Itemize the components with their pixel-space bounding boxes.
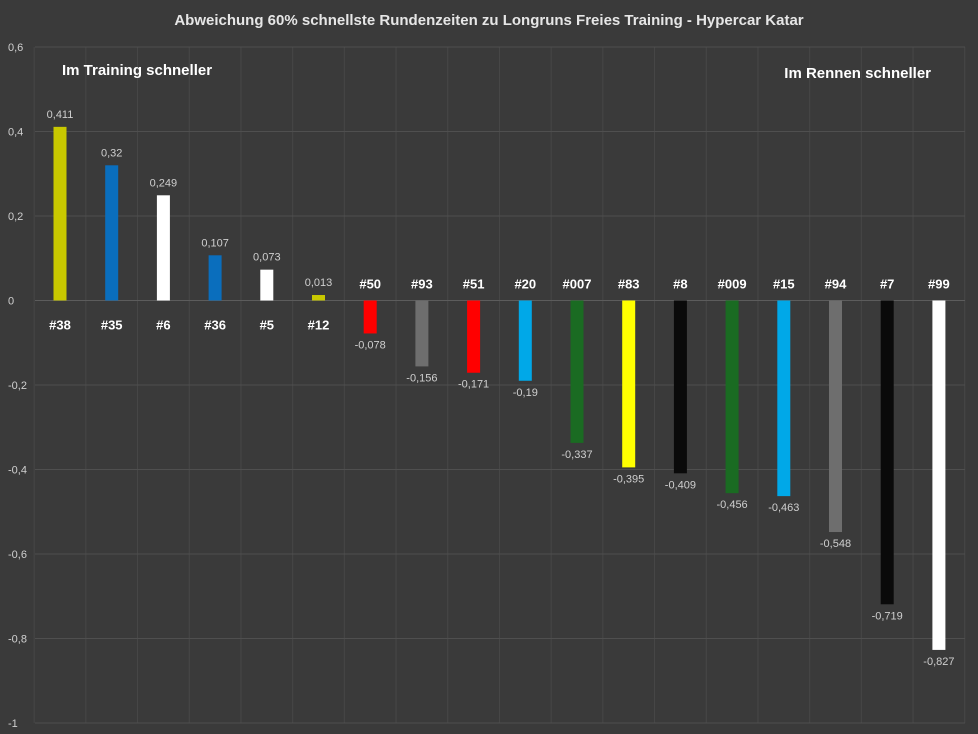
chart-title: Abweichung 60% schnellste Rundenzeiten z… bbox=[174, 12, 803, 29]
bar bbox=[467, 300, 481, 373]
data-label: -0,337 bbox=[561, 449, 592, 461]
category-label: #5 bbox=[260, 318, 274, 333]
data-label: 0,107 bbox=[201, 237, 229, 249]
bar bbox=[622, 300, 636, 468]
bar bbox=[312, 295, 325, 301]
annotation-training-faster: Im Training schneller bbox=[62, 62, 212, 79]
y-tick-label: 0 bbox=[8, 296, 14, 308]
data-label: -0,395 bbox=[613, 473, 644, 485]
bar bbox=[53, 126, 67, 301]
y-tick-label: 0,2 bbox=[8, 211, 23, 223]
data-label: 0,013 bbox=[305, 277, 333, 289]
category-label: #20 bbox=[514, 277, 536, 292]
bar bbox=[415, 300, 429, 367]
data-label: 0,32 bbox=[101, 147, 122, 159]
y-tick-label: -0,6 bbox=[8, 549, 27, 561]
category-label: #93 bbox=[411, 277, 433, 292]
data-label: -0,827 bbox=[923, 656, 954, 668]
data-label: -0,456 bbox=[716, 499, 747, 511]
category-label: #51 bbox=[463, 277, 485, 292]
category-labels: #38 #35 #6 #36 #5 #12 #50 #93 #51 #20 #007 #83 #8 #00… bbox=[49, 277, 950, 333]
category-label: #83 bbox=[618, 277, 640, 292]
bar bbox=[518, 300, 532, 381]
y-tick-label: 0,6 bbox=[8, 42, 23, 54]
y-tick-label: -0,4 bbox=[8, 465, 27, 477]
y-tick-label: -1 bbox=[8, 718, 18, 730]
data-label: -0,078 bbox=[355, 339, 386, 351]
bar bbox=[105, 165, 119, 301]
data-label: -0,171 bbox=[458, 379, 489, 391]
category-label: #50 bbox=[359, 277, 381, 292]
data-label: -0,409 bbox=[665, 479, 696, 491]
data-label: -0,19 bbox=[513, 387, 538, 399]
gridlines bbox=[33, 46, 966, 724]
bars bbox=[53, 126, 946, 650]
data-label: -0,719 bbox=[872, 610, 903, 622]
data-label: 0,411 bbox=[47, 109, 74, 121]
category-label: #8 bbox=[673, 277, 687, 292]
category-label: #007 bbox=[563, 277, 592, 292]
category-label: #15 bbox=[773, 277, 795, 292]
annotation-race-faster: Im Rennen schneller bbox=[784, 65, 931, 82]
category-label: #35 bbox=[101, 318, 123, 333]
bar bbox=[363, 300, 377, 334]
category-label: #94 bbox=[825, 277, 847, 292]
y-tick-label: -0,2 bbox=[8, 380, 27, 392]
bar bbox=[260, 269, 274, 301]
category-label: #36 bbox=[204, 318, 226, 333]
data-label: -0,548 bbox=[820, 538, 851, 550]
category-label: #12 bbox=[308, 318, 330, 333]
bar bbox=[829, 300, 842, 533]
bar bbox=[208, 255, 222, 301]
bar bbox=[673, 300, 687, 474]
data-label: 0,249 bbox=[150, 177, 178, 189]
bar bbox=[156, 195, 170, 301]
bar bbox=[932, 300, 946, 650]
bar bbox=[725, 300, 739, 494]
data-label: -0,463 bbox=[768, 502, 799, 514]
category-label: #38 bbox=[49, 318, 71, 333]
bar bbox=[570, 300, 584, 443]
y-axis: 0,6 0,4 0,2 0 -0,2 -0,4 -0,6 -0,8 -1 bbox=[8, 42, 27, 730]
bar bbox=[880, 300, 894, 605]
category-label: #009 bbox=[718, 277, 747, 292]
data-label: 0,073 bbox=[253, 252, 281, 264]
data-label: -0,156 bbox=[406, 372, 437, 384]
bar bbox=[777, 300, 791, 497]
category-label: #7 bbox=[880, 277, 894, 292]
value-labels: 0,411 0,32 0,249 0,107 0,073 0,013 -0,078 -0,15… bbox=[47, 109, 955, 668]
y-tick-label: -0,8 bbox=[8, 634, 27, 646]
y-tick-label: 0,4 bbox=[8, 127, 23, 139]
category-label: #6 bbox=[156, 318, 170, 333]
category-label: #99 bbox=[928, 277, 950, 292]
